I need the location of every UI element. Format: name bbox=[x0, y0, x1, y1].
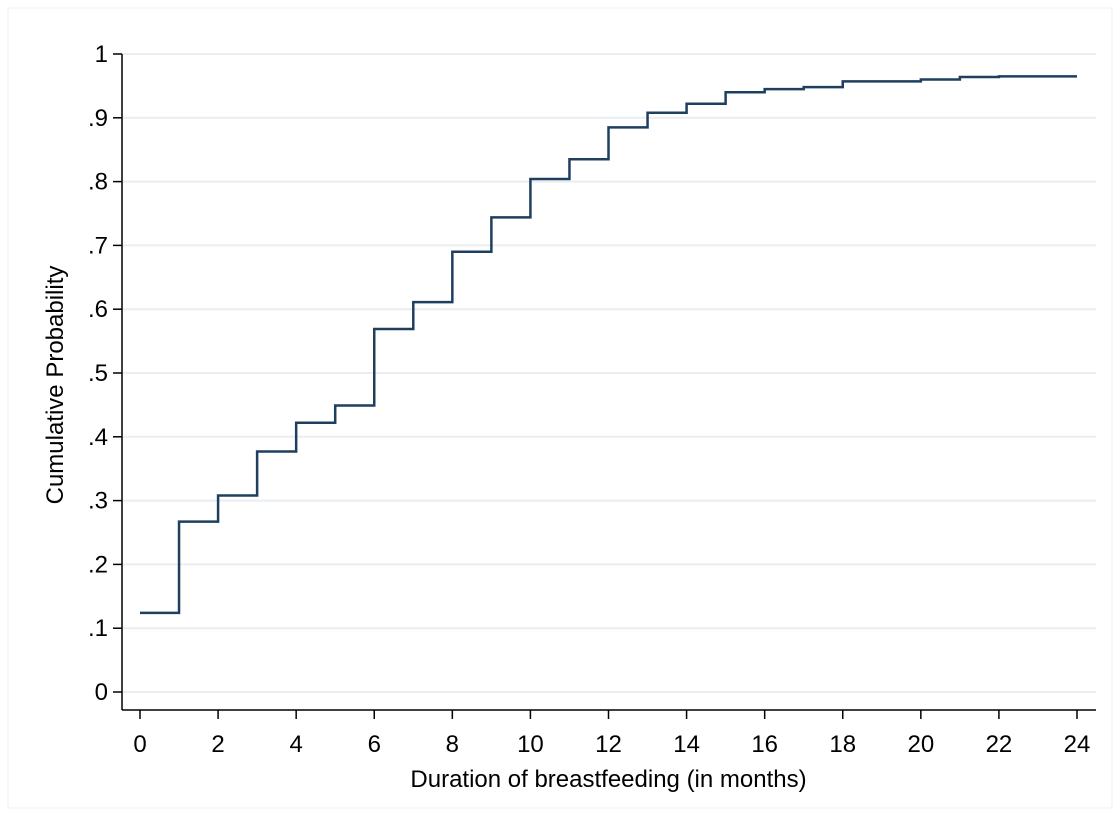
y-tick-label: .6 bbox=[88, 296, 108, 323]
x-tick-label: 16 bbox=[751, 731, 778, 758]
x-tick-label: 20 bbox=[907, 731, 934, 758]
y-tick-label: .3 bbox=[88, 488, 108, 515]
y-tick-label: .2 bbox=[88, 551, 108, 578]
x-tick-label: 6 bbox=[368, 731, 381, 758]
x-axis-title: Duration of breastfeeding (in months) bbox=[410, 766, 806, 793]
axes bbox=[113, 53, 1096, 719]
x-tick-label: 12 bbox=[595, 731, 622, 758]
y-tick-label: .7 bbox=[88, 232, 108, 259]
y-tick-label: 0 bbox=[95, 679, 108, 706]
x-tick-label: 22 bbox=[986, 731, 1013, 758]
series-layer bbox=[140, 75, 1077, 615]
y-tick-label: .8 bbox=[88, 169, 108, 196]
plot-region-border bbox=[7, 7, 1113, 809]
y-axis-title: Cumulative Probability bbox=[42, 266, 69, 505]
x-tick-label: 4 bbox=[289, 731, 302, 758]
grid-lines bbox=[122, 53, 1096, 693]
x-tick-label: 14 bbox=[673, 731, 700, 758]
x-tick-label: 8 bbox=[446, 731, 459, 758]
x-tick-label: 0 bbox=[133, 731, 146, 758]
x-tick-label: 24 bbox=[1064, 731, 1091, 758]
x-tick-label: 18 bbox=[829, 731, 856, 758]
y-tick-label: 1 bbox=[95, 41, 108, 68]
cumulative-probability-step-line bbox=[140, 75, 1077, 615]
tick-labels: 0.1.2.3.4.5.6.7.8.910 2 4 6 8 10 12 14 16 18 20 22 2… bbox=[88, 41, 1090, 758]
y-tick-label: .9 bbox=[88, 105, 108, 132]
x-tick-label: 10 bbox=[517, 731, 544, 758]
y-tick-label: .1 bbox=[88, 615, 108, 642]
y-tick-label: .5 bbox=[88, 360, 108, 387]
y-tick-label: .4 bbox=[88, 424, 108, 451]
x-tick-label: 2 bbox=[211, 731, 224, 758]
